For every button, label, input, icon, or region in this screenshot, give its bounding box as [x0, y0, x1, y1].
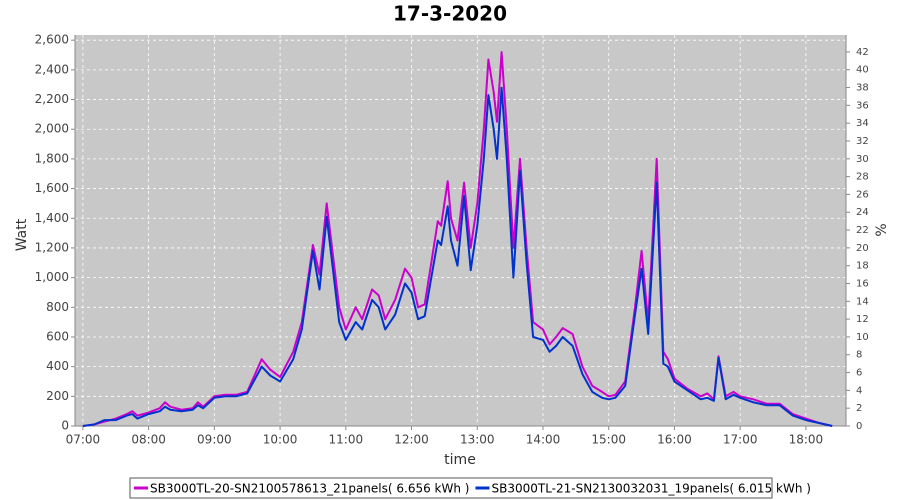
y-tick-label: 400: [46, 359, 69, 373]
y2-tick-label: 10: [856, 332, 869, 343]
y2-tick-label: 20: [856, 243, 869, 254]
y-tick-label: 1,200: [35, 240, 69, 254]
y2-tick-label: 2: [856, 403, 862, 414]
x-tick-label: 16:00: [657, 433, 692, 447]
y-tick-label: 1,000: [35, 270, 69, 284]
x-tick-label: 07:00: [66, 433, 101, 447]
y2-tick-label: 6: [856, 368, 862, 379]
x-tick-label: 08:00: [131, 433, 166, 447]
y-axis-label: Watt: [14, 218, 30, 251]
x-tick-label: 17:00: [723, 433, 758, 447]
y2-tick-label: 28: [856, 172, 869, 183]
legend: [129, 477, 773, 499]
y2-tick-label: 16: [856, 278, 869, 289]
chart-title: 17-3-2020: [393, 2, 507, 26]
y-tick-label: 1,800: [35, 151, 69, 165]
y2-tick-label: 8: [856, 350, 862, 361]
y-tick-label: 2,200: [35, 92, 69, 106]
x-axis-label: time: [444, 452, 476, 468]
y-tick-label: 600: [46, 329, 69, 343]
x-tick-label: 12:00: [394, 433, 429, 447]
y2-tick-label: 40: [856, 65, 869, 76]
y2-tick-label: 24: [856, 207, 869, 218]
y2-tick-label: 4: [856, 385, 862, 396]
y2-tick-label: 12: [856, 314, 869, 325]
x-tick-label: 15:00: [591, 433, 626, 447]
y2-tick-label: 36: [856, 100, 869, 111]
y2-tick-label: 22: [856, 225, 869, 236]
y2-tick-label: 14: [856, 296, 869, 307]
x-tick-label: 13:00: [460, 433, 495, 447]
legend-label: SB3000TL-20-SN2100578613_21panels( 6.656…: [150, 482, 469, 496]
x-tick-label: 18:00: [789, 433, 824, 447]
y-tick-label: 800: [46, 300, 69, 314]
y2-tick-label: 38: [856, 83, 869, 94]
y2-tick-label: 34: [856, 118, 869, 129]
series-line: [82, 51, 833, 427]
series-line: [82, 86, 833, 427]
x-tick-label: 10:00: [263, 433, 298, 447]
y-tick-label: 200: [46, 389, 69, 403]
y-tick-label: 0: [61, 419, 69, 433]
y2-tick-label: 42: [856, 47, 869, 58]
x-tick-label: 09:00: [197, 433, 232, 447]
y2-axis-label: %: [874, 223, 890, 236]
y-tick-label: 2,600: [35, 33, 69, 47]
x-tick-label: 11:00: [329, 433, 364, 447]
x-tick-label: 14:00: [526, 433, 561, 447]
y2-tick-label: 18: [856, 261, 869, 272]
y-tick-label: 1,400: [35, 211, 69, 225]
y2-tick-label: 0: [856, 421, 862, 432]
y-tick-label: 1,600: [35, 181, 69, 195]
y2-tick-label: 30: [856, 154, 869, 165]
y-tick-label: 2,400: [35, 62, 69, 76]
y2-tick-label: 32: [856, 136, 869, 147]
y2-tick-label: 26: [856, 189, 869, 200]
legend-label: SB3000TL-21-SN2130032031_19panels( 6.015…: [491, 482, 810, 496]
y-tick-label: 2,000: [35, 122, 69, 136]
